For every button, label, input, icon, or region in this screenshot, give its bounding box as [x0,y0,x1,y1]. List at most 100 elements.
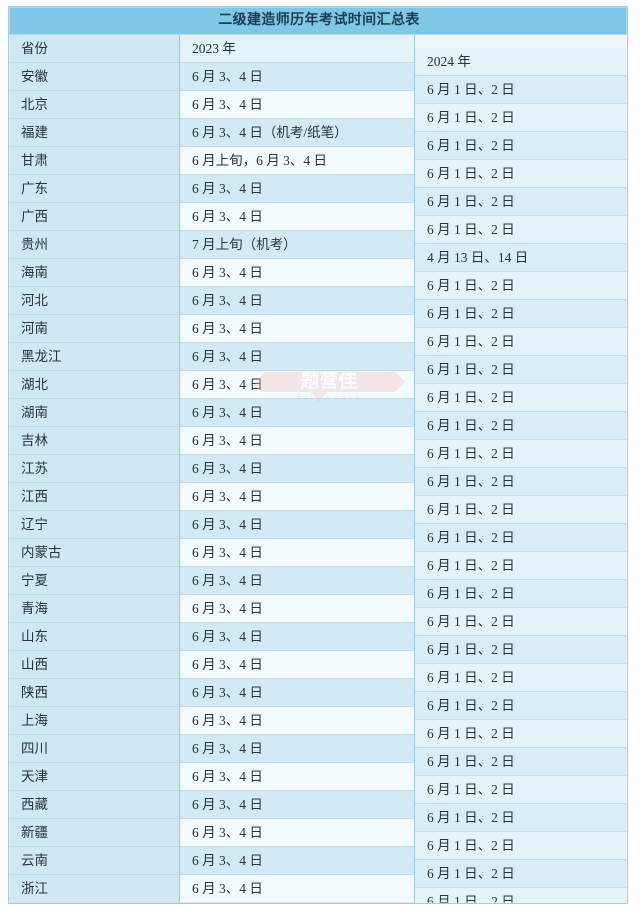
province-cell: 宁夏 [9,567,179,595]
y2023-cell: 6 月 3、4 日 [180,259,414,287]
column-header-2023: 2023 年 [180,35,414,63]
y2024-cell: 6 月 1 日、2 日 [415,132,627,160]
province-cell: 浙江 [9,875,179,903]
province-cell: 黑龙江 [9,343,179,371]
y2024-cell: 6 月 1 日、2 日 [415,384,627,412]
province-cell: 上海 [9,707,179,735]
y2023-cell: 6 月 3、4 日 [180,847,414,875]
province-cell: 湖北 [9,371,179,399]
y2024-cell: 4 月 13 日、14 日 [415,244,627,272]
y2023-cell: 6 月 3、4 日 [180,203,414,231]
exam-schedule-table: 二级建造师历年考试时间汇总表 省份 安徽 北京 福建 甘肃 广东 广西 贵州 海南 河北 河南 黑龙… [8,6,628,904]
province-cell: 甘肃 [9,147,179,175]
table-title: 二级建造师历年考试时间汇总表 [218,13,420,28]
province-cell: 山东 [9,623,179,651]
y2023-cell: 6 月 3、4 日 [180,175,414,203]
y2023-cell: 6 月 3、4 日 [180,707,414,735]
y2024-cell: 6 月 1 日、2 日 [415,104,627,132]
province-cell: 天津 [9,763,179,791]
province-cell: 贵州 [9,231,179,259]
province-cell: 福建 [9,119,179,147]
y2024-cell: 6 月 1 日、2 日 [415,860,627,888]
y2023-cell: 6 月 3、4 日 [180,651,414,679]
y2023-cell: 6 月 3、4 日 [180,819,414,847]
y2023-cell: 6 月 3、4 日 [180,595,414,623]
y2024-cell: 6 月 1 日、2 日 [415,608,627,636]
y2023-cell: 6 月 3、4 日 [180,735,414,763]
y2024-cell: 6 月 1 日、2 日 [415,468,627,496]
y2023-cell: 6 月 3、4 日 [180,511,414,539]
province-cell: 重庆 [9,903,179,904]
y2023-cell: 6 月 3、4 日 [180,875,414,903]
y2024-cell: 6 月 1 日、2 日 [415,832,627,860]
y2024-cell: 6 月 1 日、2 日 [415,664,627,692]
y2023-cell: 6 月 3、4 日 [180,623,414,651]
y2024-cell: 6 月 1 日、2 日 [415,524,627,552]
y2023-cell: 6 月 3、4 日（机考/纸笔） [180,119,414,147]
y2023-cell: 6 月 3、4 日 [180,63,414,91]
province-cell: 内蒙古 [9,539,179,567]
province-cell: 新疆 [9,819,179,847]
table-title-bar: 二级建造师历年考试时间汇总表 [9,7,627,35]
y2023-cell: 6 月 3、4 日 [180,483,414,511]
province-cell: 河北 [9,287,179,315]
y2024-cell: 6 月 1 日、2 日 [415,496,627,524]
y2023-cell: 6 月 3、4 日 [180,679,414,707]
y2024-cell: 6 月 1 日、2 日 [415,328,627,356]
province-cell: 安徽 [9,63,179,91]
y2024-cell: 6 月 1 日、2 日 [415,440,627,468]
province-cell: 西藏 [9,791,179,819]
y2023-cell: 6 月 3、4 日 [180,399,414,427]
province-cell: 陕西 [9,679,179,707]
province-cell: 青海 [9,595,179,623]
province-cell-list: 安徽 北京 福建 甘肃 广东 广西 贵州 海南 河北 河南 黑龙江 湖北 湖南 吉林 江苏 江西 辽宁 内蒙古 宁夏… [9,63,179,904]
y2024-cell: 6 月 1 日、2 日 [415,272,627,300]
y2023-cell: 6 月上旬，6 月 3、4 日 [180,147,414,175]
province-cell: 广西 [9,203,179,231]
y2023-cell: 6 月 3、4 日 [180,763,414,791]
y2024-cell: 6 月 1 日、2 日 [415,300,627,328]
y2023-cell: 6 月 3、4 日 [180,791,414,819]
province-cell: 河南 [9,315,179,343]
y2024-cell: 6 月 1 日、2 日 [415,888,627,903]
province-cell: 海南 [9,259,179,287]
province-cell: 湖南 [9,399,179,427]
y2024-cell: 6 月 1 日、2 日 [415,552,627,580]
y2024-cell: 6 月 1 日、2 日 [415,720,627,748]
province-cell: 云南 [9,847,179,875]
y2023-cell: 6 月 3、4 日 [180,371,414,399]
y2024-cell: 6 月 1 日、2 日 [415,356,627,384]
y2023-cell: 6 月 3、4 日 [180,343,414,371]
y2024-cell: 6 月 1 日、2 日 [415,160,627,188]
province-cell: 江苏 [9,455,179,483]
y2023-cell: 6 月 3、4 日 [180,455,414,483]
province-cell: 辽宁 [9,511,179,539]
y2023-cell: 7 月上旬（机考） [180,231,414,259]
y2024-cell: 6 月 1 日、2 日 [415,776,627,804]
y2024-cell: 6 月 1 日、2 日 [415,188,627,216]
y2023-cell: 6 月 3、4 日 [180,427,414,455]
y2024-cell: 6 月 1 日、2 日 [415,216,627,244]
y2024-cell: 6 月 1 日、2 日 [415,580,627,608]
province-cell: 吉林 [9,427,179,455]
y2024-cell: 6 月 1 日、2 日 [415,636,627,664]
y2023-cell: 6 月 3、4 日 [180,567,414,595]
y2023-cell: 6 月 3、4 日 [180,91,414,119]
y2023-cell: 6 月 3、4 日 [180,903,414,904]
province-cell: 北京 [9,91,179,119]
province-cell: 四川 [9,735,179,763]
y2023-cell: 6 月 3、4 日 [180,287,414,315]
column-header-2024: 2024 年 [415,48,627,76]
y2024-cell: 6 月 1 日、2 日 [415,692,627,720]
province-cell: 山西 [9,651,179,679]
province-cell: 广东 [9,175,179,203]
y2023-cell: 6 月 3、4 日 [180,539,414,567]
y2024-cell: 6 月 1 日、2 日 [415,748,627,776]
column-province: 省份 安徽 北京 福建 甘肃 广东 广西 贵州 海南 河北 河南 黑龙江 湖北 湖南 吉林 江苏 江西 辽宁 内蒙… [9,35,180,903]
province-cell: 江西 [9,483,179,511]
